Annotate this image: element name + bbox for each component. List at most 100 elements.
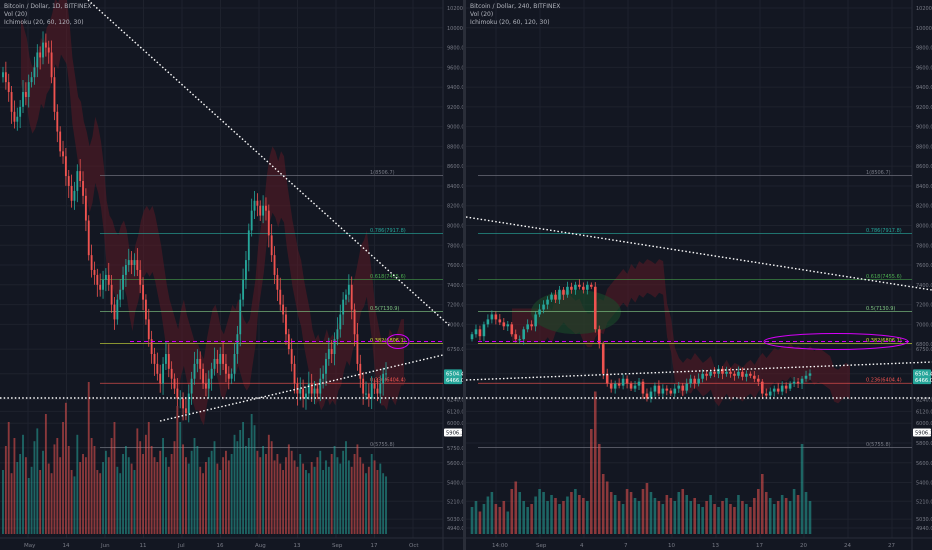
- candle-body: [697, 378, 700, 384]
- volume-bar: [242, 422, 245, 534]
- volume-bar: [250, 414, 253, 534]
- volume-bar: [526, 507, 529, 534]
- candle-body: [193, 363, 196, 379]
- volume-bar: [609, 492, 613, 534]
- price-tag: 6504.4: [444, 369, 463, 378]
- volume-bar: [353, 454, 356, 534]
- pane-divider[interactable]: [463, 0, 466, 550]
- x-tick-label: 27: [888, 543, 895, 549]
- y-tick-label: 5750.0: [447, 446, 463, 452]
- volume-bar: [239, 430, 242, 534]
- volume-bar: [307, 473, 310, 534]
- volume-bar: [213, 441, 216, 534]
- x-tick-label: 7: [624, 543, 628, 549]
- legend-ichimoku[interactable]: Ichimoku (20, 60, 120, 30): [4, 19, 84, 26]
- volume-bar: [376, 470, 379, 534]
- volume-bar: [142, 454, 144, 534]
- volume-bar: [122, 454, 124, 534]
- volume-bar: [336, 457, 339, 534]
- candle-body: [70, 185, 73, 201]
- candle-body: [273, 255, 276, 275]
- x-tick-label: 14: [63, 543, 70, 549]
- x-tick-label: 14:00: [492, 543, 508, 549]
- volume-bar: [705, 501, 708, 534]
- candle-body: [4, 72, 7, 83]
- volume-bar: [190, 450, 193, 534]
- price-tag: 5906.3: [444, 428, 463, 437]
- candle-body: [325, 358, 327, 374]
- fib-level-label: 1(8506.7): [866, 170, 891, 176]
- candle-body: [570, 286, 573, 290]
- volume-bar: [780, 495, 784, 534]
- volume-bar: [113, 422, 116, 534]
- volume-bar: [629, 492, 633, 534]
- x-tick-label: May: [24, 543, 36, 549]
- y-tick-label: 5400.0: [447, 481, 463, 487]
- volume-bar: [745, 504, 748, 534]
- candle-body: [50, 52, 53, 78]
- candle-body: [96, 274, 99, 285]
- volume-bar: [784, 498, 788, 534]
- volume-bar: [601, 474, 605, 534]
- y-tick-label: 5210.0: [916, 499, 932, 505]
- chart-pane-daily[interactable]: 10200.0 10000.0 9800.0 9600.0 9400.0 9200.0 90…: [0, 0, 463, 550]
- candle-body: [768, 391, 772, 396]
- candle-body: [685, 383, 689, 391]
- candle-body: [356, 334, 359, 364]
- fib-level-label: 0.382(6806.1): [866, 338, 902, 344]
- candle-body: [717, 368, 720, 374]
- candle-body: [250, 210, 253, 231]
- y-tick-label: 6120.0: [916, 409, 932, 415]
- volume-bar: [150, 446, 153, 534]
- candle-body: [233, 354, 236, 374]
- y-tick-label: 9000.0: [916, 125, 932, 131]
- volume-bar: [342, 450, 345, 534]
- volume-bar: [621, 504, 625, 534]
- volume-bar: [322, 470, 325, 534]
- candle-body: [385, 373, 387, 375]
- candle-body: [621, 378, 625, 386]
- volume-bar: [574, 489, 577, 534]
- candle-body: [605, 373, 609, 384]
- x-tick-label: Aug: [255, 543, 266, 549]
- volume-bar: [522, 501, 525, 534]
- volume-bar: [737, 495, 740, 534]
- volume-bar: [7, 422, 10, 534]
- candle-body: [796, 381, 800, 384]
- candle-body: [649, 391, 653, 399]
- candle-body: [310, 383, 313, 394]
- legend-ichimoku[interactable]: Ichimoku (20, 60, 120, 30): [470, 19, 550, 26]
- volume-bar: [347, 460, 350, 534]
- candle-body: [490, 314, 494, 320]
- volume-bar: [379, 463, 382, 534]
- legend-symbol[interactable]: Bitcoin / Dollar, 240, BITFINEX: [470, 3, 561, 10]
- legend-volume[interactable]: Vol (20): [4, 11, 28, 18]
- candle-body: [262, 205, 265, 216]
- volume-bar: [365, 473, 367, 534]
- fib-level-label: 0.236(6404.4): [866, 378, 902, 384]
- candle-body: [625, 378, 629, 384]
- candle-body: [64, 156, 67, 177]
- volume-bar: [44, 414, 47, 534]
- volume-bar: [104, 450, 107, 534]
- legend-volume[interactable]: Vol (20): [470, 11, 494, 18]
- volume-bar: [184, 457, 187, 534]
- volume-bar: [16, 462, 19, 534]
- y-tick-label: 7400.0: [916, 283, 932, 289]
- y-tick-label: 7800.0: [447, 243, 463, 249]
- candle-body: [30, 77, 33, 83]
- chart-canvas-4h[interactable]: 10200.0 10000.0 9800.0 9600.0 9400.0 9200.0 90…: [466, 0, 932, 550]
- candle-body: [136, 260, 139, 270]
- x-tick-label: 10: [668, 543, 675, 549]
- candle-body: [53, 77, 56, 112]
- y-tick-label: 7800.0: [916, 243, 932, 249]
- legend-symbol[interactable]: Bitcoin / Dollar, 1D, BITFINEX: [4, 3, 92, 10]
- y-tick-label: 6000.0: [916, 421, 932, 427]
- chart-canvas-daily[interactable]: 10200.0 10000.0 9800.0 9600.0 9400.0 9200.0 90…: [0, 0, 463, 550]
- chart-pane-4h[interactable]: 10200.0 10000.0 9800.0 9600.0 9400.0 9200.0 90…: [466, 0, 932, 550]
- volume-bar: [582, 498, 585, 534]
- volume-bar: [633, 498, 637, 534]
- volume-bar: [673, 501, 677, 534]
- candle-body: [279, 289, 282, 305]
- candle-body: [27, 82, 30, 97]
